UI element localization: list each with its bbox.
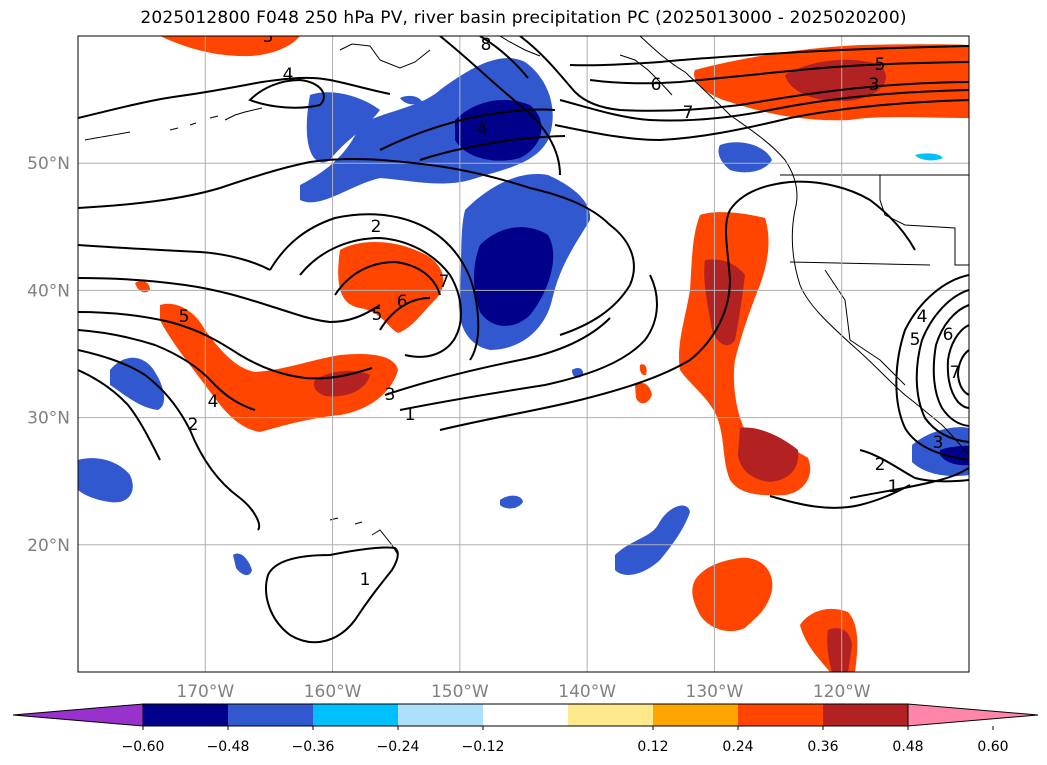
lon-tick-label: 150°W — [431, 682, 489, 702]
contour-label: 2 — [875, 455, 886, 475]
colorbar-segment — [143, 704, 228, 726]
colorbar-segment — [738, 704, 823, 726]
colorbar-tick-label: 0.60 — [977, 739, 1008, 755]
colorbar-tick-label: 0.36 — [807, 739, 838, 755]
lon-tick-label: 120°W — [813, 682, 871, 702]
contour-label: 5 — [179, 307, 190, 327]
colorbar-segment — [653, 704, 738, 726]
colorbar-tick-label: −0.48 — [207, 739, 250, 755]
colorbar-outline — [142, 703, 909, 727]
contour-label: 5 — [372, 305, 383, 325]
colorbar-segment — [313, 704, 398, 726]
contour-label: 3 — [869, 75, 880, 95]
negative-precip-anomaly-layer — [78, 58, 969, 576]
pv-contours — [78, 36, 969, 644]
contour-label: 3 — [385, 385, 396, 405]
contour-label: 4 — [477, 120, 488, 140]
contour-label: 4 — [283, 65, 294, 85]
contour-label: 7 — [683, 103, 694, 123]
contour-label: 5 — [875, 55, 886, 75]
contour-label: 3 — [933, 433, 944, 453]
contour-label: 1 — [405, 405, 416, 425]
lat-tick-label: 40°N — [27, 281, 70, 301]
colorbar-tick-label: −0.36 — [292, 739, 335, 755]
colorbar-tick-label: −0.24 — [377, 739, 420, 755]
colorbar-segment — [398, 704, 483, 726]
colorbar-extend-low — [12, 703, 144, 727]
contour-label: 1 — [888, 477, 899, 497]
colorbar-tick-label: 0.24 — [722, 739, 753, 755]
contour-label: 6 — [397, 292, 408, 312]
contour-label: 8 — [481, 35, 492, 55]
colorbar-segment — [823, 704, 908, 726]
lon-tick-label: 130°W — [686, 682, 744, 702]
colorbar: −0.60 −0.48 −0.36 −0.24 −0.12 0.12 0.24 0.36 0.4… — [12, 703, 1039, 755]
lon-tick-label: 160°W — [304, 682, 362, 702]
contour-label: 7 — [950, 363, 961, 383]
colorbar-segment — [228, 704, 313, 726]
colorbar-tick-label: 0.12 — [637, 739, 668, 755]
contour-label: 2 — [371, 217, 382, 237]
contour-label: 3 — [263, 27, 274, 47]
contour-label: 6 — [943, 325, 954, 345]
contour-label: 2 — [188, 415, 199, 435]
lat-axis-labels: 50°N 40°N 30°N 20°N — [27, 154, 70, 556]
contour-label: 7 — [439, 272, 450, 292]
colorbar-tick-label: −0.12 — [462, 739, 505, 755]
contour-label: 6 — [651, 75, 662, 95]
colorbar-segment — [568, 704, 653, 726]
graticule — [78, 36, 969, 672]
lat-tick-label: 30°N — [27, 409, 70, 429]
contour-label: 4 — [917, 307, 928, 327]
colorbar-tick-label: 0.48 — [892, 739, 923, 755]
contour-label: 4 — [208, 392, 219, 412]
colorbar-tick-label: −0.60 — [122, 739, 165, 755]
lon-tick-label: 170°W — [176, 682, 234, 702]
map-frame — [77, 35, 970, 673]
lon-tick-label: 140°W — [558, 682, 616, 702]
contour-label: 1 — [360, 570, 371, 590]
map-title: 2025012800 F048 250 hPa PV, river basin … — [140, 8, 907, 28]
lat-tick-label: 50°N — [27, 154, 70, 174]
lat-tick-label: 20°N — [27, 536, 70, 556]
colorbar-segment — [483, 704, 568, 726]
colorbar-extend-high — [907, 703, 1039, 727]
contour-label: 5 — [910, 330, 921, 350]
lon-axis-labels: 170°W 160°W 150°W 140°W 130°W 120°W — [176, 682, 870, 702]
